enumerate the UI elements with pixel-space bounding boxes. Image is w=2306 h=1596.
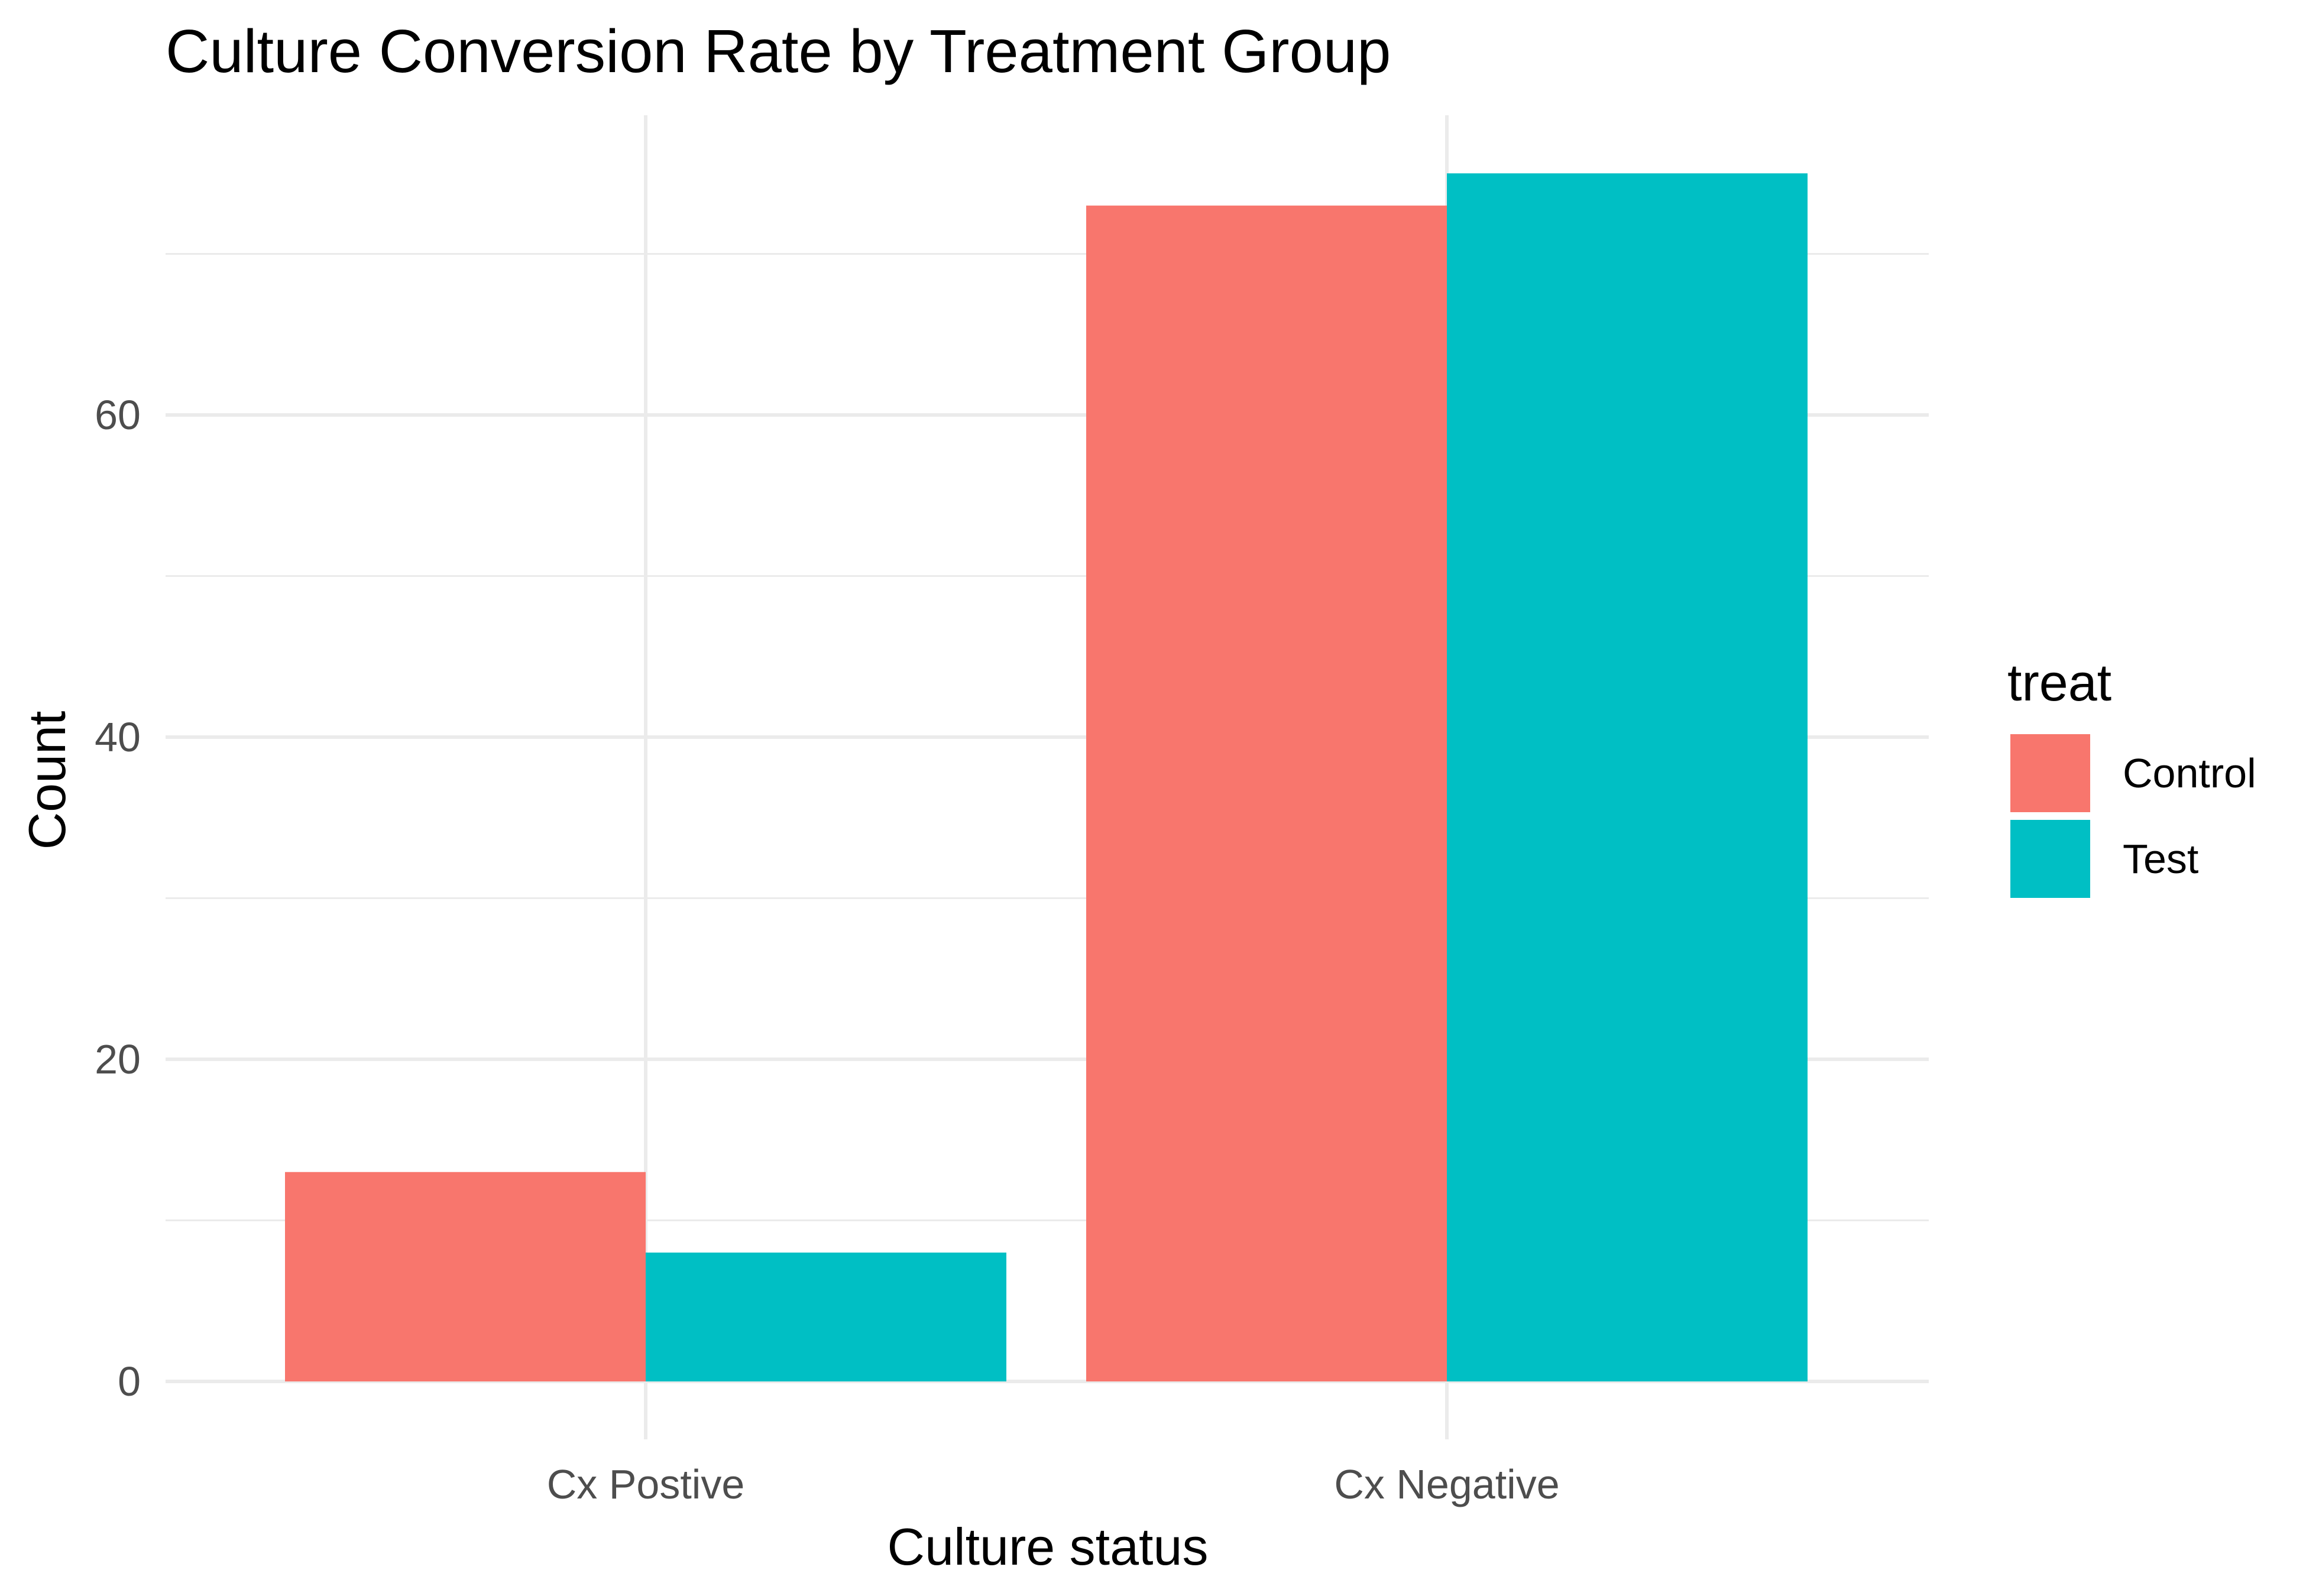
bar-test-0 xyxy=(646,1253,1006,1381)
x-axis-ticks: Cx Postive Cx Negative xyxy=(547,1461,1560,1507)
y-tick-label: 0 xyxy=(118,1358,141,1404)
x-axis-title: Culture status xyxy=(888,1517,1209,1576)
bar-control-0 xyxy=(285,1172,646,1381)
legend-label-control: Control xyxy=(2123,750,2256,796)
y-tick-label: 40 xyxy=(95,714,141,760)
y-axis-ticks: 0 20 40 60 xyxy=(95,392,141,1404)
legend-title: treat xyxy=(2007,653,2111,712)
legend-key-test xyxy=(2010,820,2090,898)
bars xyxy=(285,173,1808,1381)
chart-title: Culture Conversion Rate by Treatment Gro… xyxy=(166,17,1391,85)
y-tick-label: 20 xyxy=(95,1036,141,1082)
x-tick-label: Cx Negative xyxy=(1334,1461,1559,1507)
legend-label-test: Test xyxy=(2123,836,2198,882)
y-tick-label: 60 xyxy=(95,392,141,438)
legend-key-control xyxy=(2010,734,2090,812)
y-axis-title: Count xyxy=(18,711,76,850)
x-tick-label: Cx Postive xyxy=(547,1461,745,1507)
legend: treat Control Test xyxy=(2007,653,2256,898)
bar-test-1 xyxy=(1447,173,1808,1381)
bar-control-1 xyxy=(1086,205,1447,1381)
